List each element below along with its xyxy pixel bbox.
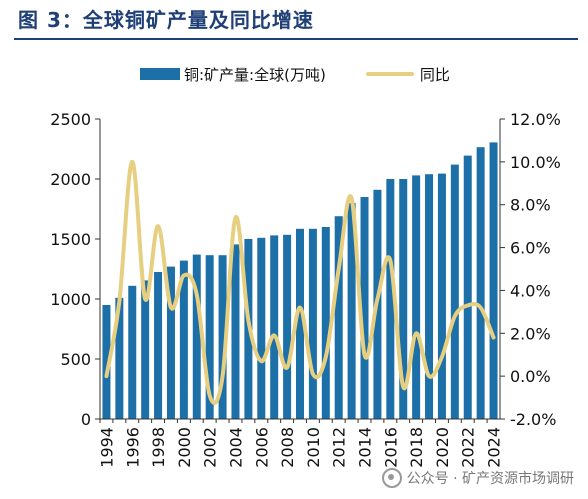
left-tick-label: 1000 bbox=[50, 290, 91, 309]
x-tick-label: 2018 bbox=[407, 427, 426, 468]
x-tick-label: 2002 bbox=[201, 427, 220, 468]
right-tick-label: 0.0% bbox=[510, 367, 551, 386]
right-tick-label: 8.0% bbox=[510, 196, 551, 215]
bar-2001 bbox=[192, 254, 201, 419]
legend-swatch-line bbox=[365, 72, 414, 76]
watermark: 公众号 · 矿产资源市场调研 bbox=[381, 468, 574, 488]
bar-2007 bbox=[270, 235, 279, 419]
bar-2000 bbox=[179, 260, 188, 419]
left-tick-label: 2000 bbox=[50, 170, 91, 189]
bar-2023 bbox=[476, 147, 485, 419]
x-tick-label: 2024 bbox=[485, 427, 504, 468]
x-tick-label: 2020 bbox=[433, 427, 452, 468]
bar-1998 bbox=[154, 272, 163, 419]
legend-swatch-bars bbox=[140, 68, 180, 80]
legend-item-line: 同比 bbox=[365, 64, 450, 85]
bar-2004 bbox=[231, 244, 240, 419]
bar-2008 bbox=[283, 234, 292, 419]
bar-2002 bbox=[205, 255, 214, 419]
x-tick-label: 2012 bbox=[330, 427, 349, 468]
chart-legend: 铜:矿产量:全球(万吨) 同比 bbox=[140, 64, 490, 84]
bar-2009 bbox=[296, 228, 304, 419]
bar-2021 bbox=[450, 164, 459, 419]
bar-2014 bbox=[360, 197, 369, 419]
bar-1997 bbox=[141, 280, 150, 419]
bar-2011 bbox=[321, 227, 330, 419]
bar-1999 bbox=[166, 266, 175, 419]
bar-1994 bbox=[102, 305, 111, 419]
wechat-icon bbox=[381, 468, 402, 488]
bar-2020 bbox=[437, 173, 446, 419]
bar-2022 bbox=[463, 155, 472, 419]
bar-2013 bbox=[347, 203, 356, 419]
figure-title: 图 3：全球铜矿产量及同比增速 bbox=[18, 8, 314, 32]
bar-2006 bbox=[257, 237, 266, 419]
watermark-text: 公众号 · 矿产资源市场调研 bbox=[406, 471, 574, 487]
right-tick-label: 12.0% bbox=[510, 110, 561, 129]
x-tick-label: 1998 bbox=[149, 427, 168, 468]
legend-label-bars: 铜:矿产量:全球(万吨) bbox=[184, 65, 326, 84]
right-tick-label: 6.0% bbox=[510, 239, 551, 258]
legend-label-line: 同比 bbox=[419, 65, 450, 84]
right-tick-label: 10.0% bbox=[510, 153, 561, 172]
growth-line bbox=[104, 159, 496, 406]
x-tick-label: 2000 bbox=[175, 427, 194, 468]
x-tick-label: 1996 bbox=[123, 427, 142, 468]
bar-2016 bbox=[386, 179, 395, 419]
left-tick-label: 1500 bbox=[50, 230, 91, 249]
bar-2019 bbox=[425, 174, 434, 419]
bar-1995 bbox=[115, 297, 124, 419]
right-tick-label: 4.0% bbox=[510, 281, 551, 300]
bar-2017 bbox=[399, 179, 408, 419]
x-tick-label: 2006 bbox=[252, 427, 271, 468]
bar-1996 bbox=[128, 285, 137, 419]
bar-2003 bbox=[218, 255, 227, 419]
title-divider bbox=[14, 38, 578, 40]
right-tick-label: -2.0% bbox=[510, 410, 556, 429]
legend-item-bars: 铜:矿产量:全球(万吨) bbox=[140, 64, 326, 85]
x-tick-label: 2014 bbox=[356, 427, 375, 468]
x-tick-label: 1994 bbox=[97, 427, 116, 468]
x-tick-label: 2008 bbox=[278, 427, 297, 468]
bar-2024 bbox=[489, 142, 498, 419]
right-tick-label: 2.0% bbox=[510, 324, 551, 343]
left-tick-label: 0 bbox=[81, 410, 91, 429]
left-tick-label: 2500 bbox=[50, 110, 91, 129]
bar-2012 bbox=[334, 216, 343, 419]
bar-2010 bbox=[308, 228, 317, 419]
x-tick-label: 2016 bbox=[381, 427, 400, 468]
x-tick-label: 2022 bbox=[459, 427, 478, 468]
left-tick-label: 500 bbox=[60, 350, 91, 369]
x-tick-label: 2010 bbox=[304, 427, 323, 468]
bar-2018 bbox=[412, 175, 421, 419]
x-tick-label: 2004 bbox=[226, 427, 245, 468]
